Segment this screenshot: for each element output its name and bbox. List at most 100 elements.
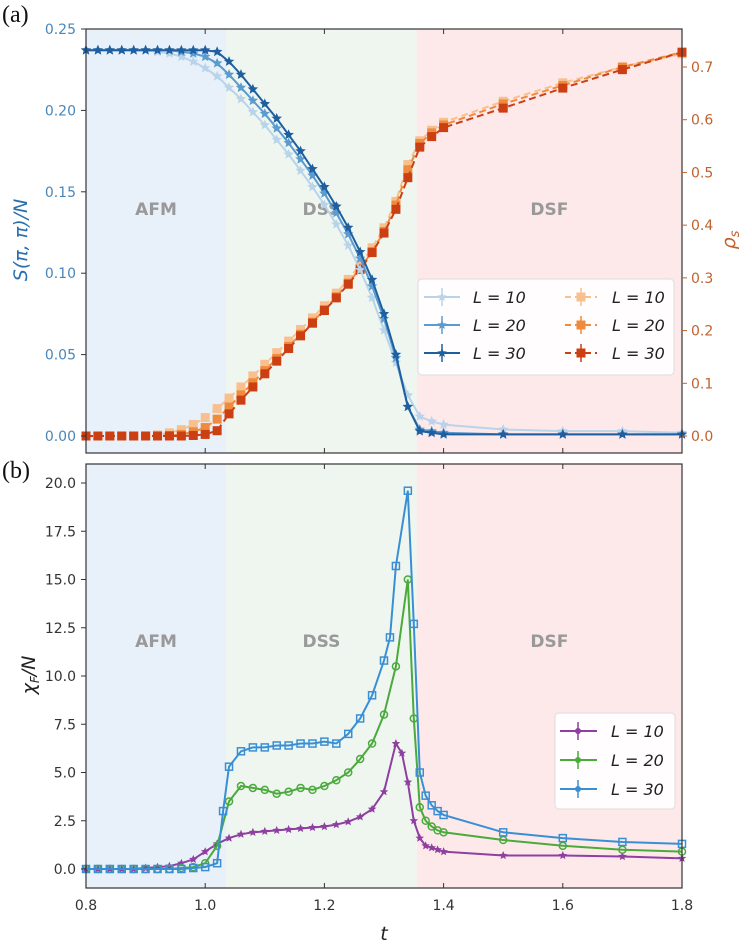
y-tick-label-right: 0.1 [691,376,713,392]
data-point [307,181,318,192]
data-point [140,44,151,55]
y-tick-label: 12.5 [45,621,76,637]
data-point [415,802,425,812]
data-point [415,768,425,777]
data-point [92,44,104,55]
data-point [397,748,407,757]
data-point [248,827,258,836]
x-tick-label: 1.4 [432,898,454,914]
data-point [379,656,389,665]
data-point [248,382,258,392]
data-point [260,826,270,835]
data-point [105,864,115,874]
data-point [105,431,115,441]
data-point [331,218,342,229]
data-point [236,781,246,791]
data-point [343,228,354,239]
y-axis-title: χF/N [18,656,42,696]
data-point [211,46,223,57]
legend-label: L = 30 [611,780,664,799]
data-point [116,44,127,55]
x-axis-title: t [380,923,389,945]
data-point [319,181,330,192]
data-point [558,851,568,860]
data-point [366,292,378,303]
legend-label: L = 30 [473,344,526,363]
data-point [344,817,353,826]
data-point [200,413,210,423]
data-point [343,222,354,233]
legend-label: L = 10 [473,288,526,307]
data-point [403,160,413,170]
data-point [223,69,235,79]
data-point [224,393,234,403]
legend-label: L = 20 [473,316,526,335]
y-axis-title-rest: /N [18,656,40,679]
data-point [177,864,186,874]
data-point [141,863,150,872]
data-point [438,428,449,439]
panel-b: AFM DSS DSF 0.8 1.0 1.2 1.4 1.6 1.8 0.0 2.5 5.0 7.5 1… [18,463,693,945]
data-point [308,785,317,795]
data-point [498,103,508,113]
data-point [439,847,448,856]
data-point [331,293,341,303]
y-tick-label-right: 0.3 [691,271,713,287]
data-point [164,47,175,58]
data-point [331,201,342,211]
data-point [426,415,437,426]
legend-label: L = 20 [611,751,664,770]
data-point [128,44,139,55]
data-point [296,824,305,833]
data-point [427,801,436,810]
x-tick-label: 1.0 [194,898,216,914]
data-point [283,137,294,148]
data-point [129,431,139,441]
x-tick-label: 1.6 [552,898,574,914]
data-point [283,148,294,159]
region-label-dss: DSS [302,632,340,652]
region-afm [86,464,227,888]
data-point [176,431,186,441]
data-point [248,743,258,752]
y-tick-label-left: 0.05 [45,348,76,364]
data-point [439,810,448,820]
y-axis-title-right-subscript: s [728,230,743,237]
y-tick-label-left: 0.20 [45,103,76,119]
data-point [223,82,235,93]
region-dss [226,464,417,888]
data-point [320,822,329,831]
data-point [391,204,401,214]
data-point [176,51,187,62]
data-point [343,240,354,250]
data-point [259,119,270,130]
data-point [402,401,414,412]
data-point [189,863,198,873]
data-point [218,806,228,816]
data-point [248,783,258,793]
data-point [379,710,389,719]
y-tick-label: 15.0 [45,573,76,589]
series-line-2 [86,490,683,870]
data-point [236,395,246,405]
data-point [212,426,222,436]
legend-marker [575,786,581,792]
data-point [200,862,210,872]
data-point [284,824,293,834]
data-point [248,371,258,381]
data-point [164,44,175,55]
region-label-dsf: DSF [530,200,568,220]
y-tick-label-left: 0.15 [45,185,76,201]
data-point [343,768,353,777]
data-point [259,108,270,119]
data-point [272,789,281,798]
data-point [427,843,436,852]
data-point [391,561,401,571]
data-point [283,129,294,140]
data-point [200,62,211,73]
data-point [421,791,430,800]
data-point [189,854,198,863]
data-point [235,93,247,104]
data-point [247,83,259,94]
